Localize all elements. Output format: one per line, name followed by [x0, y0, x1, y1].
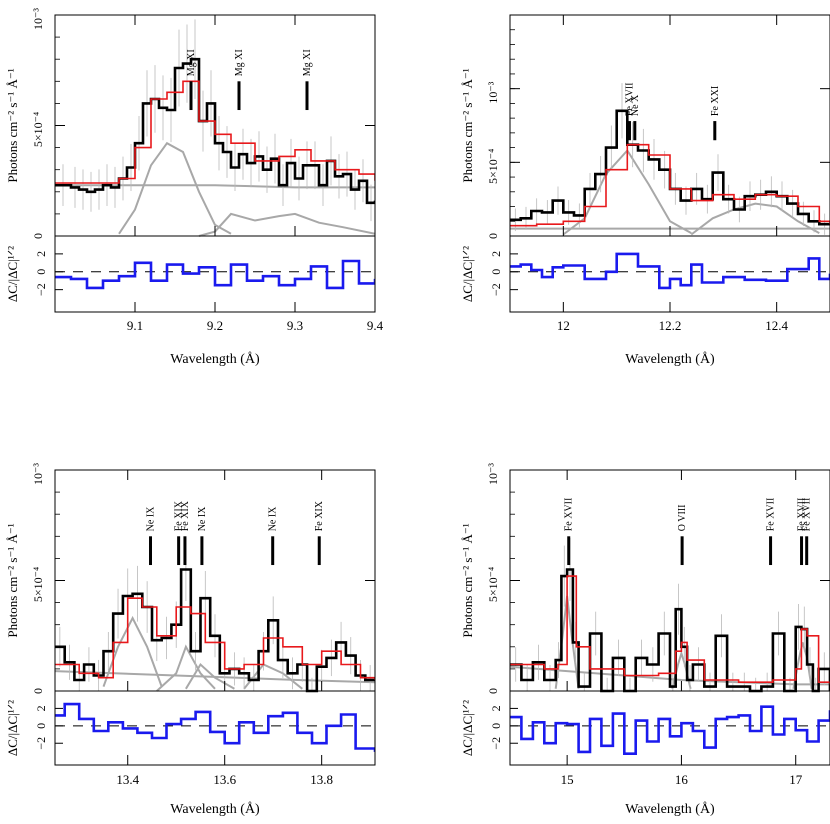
x-tick-label: 13.6	[213, 772, 236, 787]
panel-top-right: 0 5×10⁻⁴ 10⁻³ 2 0 −2 12 12.2 12.4 Wavelength (Å) P…	[460, 14, 830, 367]
data-histogram	[55, 568, 375, 693]
y-axis-title: Photons cm⁻² s⁻¹ Å⁻¹	[5, 68, 20, 182]
res-tick-label: −2	[34, 737, 48, 750]
res-tick-label: −2	[489, 283, 503, 296]
line-label: Ne IX	[146, 506, 157, 531]
y-tick-label: 0	[486, 233, 500, 239]
line-label: Mg XI	[234, 49, 245, 76]
res-tick-label: 2	[34, 705, 48, 711]
x-tick-label: 16	[675, 772, 689, 787]
y-tick-label: 10⁻³	[31, 8, 45, 30]
data-histogram	[55, 57, 375, 205]
model-component-4	[243, 663, 303, 690]
model-component-2	[198, 212, 375, 237]
line-label: Ne IX	[268, 506, 279, 531]
residual-axis-title: ΔC/|ΔC|¹ᐟ²	[5, 700, 20, 756]
x-tick-label: 12.4	[765, 318, 788, 333]
residual-frame	[509, 235, 830, 313]
y-tick-label: 5×10⁻⁴	[486, 567, 500, 602]
x-axis-title: Wavelength (Å)	[625, 801, 715, 817]
res-tick-label: 0	[489, 723, 503, 729]
panel-top-left: 0 5×10⁻⁴ 10⁻³ 2 0 −2 9.1 9.2 9.3 9.4 Wavelength (Å…	[5, 8, 384, 367]
y-axis-title: Photons cm⁻² s⁻¹ Å⁻¹	[460, 523, 475, 637]
line-label: Mg XI	[302, 49, 313, 76]
x-tick-label: 15	[561, 772, 574, 787]
residual-histogram	[55, 702, 375, 752]
line-label: O VIII	[677, 505, 688, 532]
res-tick-label: 2	[489, 251, 503, 257]
line-label: Fe XVII	[766, 498, 777, 532]
res-tick-label: −2	[489, 737, 503, 750]
plot-area	[55, 537, 375, 752]
line-label: Fe XVII	[564, 498, 575, 532]
res-tick-label: 0	[489, 269, 503, 275]
y-tick-label: 10⁻³	[486, 463, 500, 485]
x-tick-label: 17	[789, 772, 803, 787]
x-axis-title: Wavelength (Å)	[170, 801, 260, 817]
panel-bottom-left: 0 5×10⁻⁴ 10⁻³ 2 0 −2 13.4 13.6 13.8 Wavelength (Å…	[5, 463, 376, 817]
total-model-curve	[55, 597, 375, 680]
model-component-2	[690, 202, 820, 236]
x-tick-label: 12	[557, 318, 570, 333]
residual-axis-title: ΔC/|ΔC|¹ᐟ²	[5, 246, 20, 302]
model-component-1	[118, 141, 232, 235]
panel-bottom-right: 0 5×10⁻⁴ 10⁻³ 2 0 −2 15 16 17 Wavelength (Å) Photo…	[460, 463, 830, 817]
line-label: Mg XI	[186, 49, 197, 76]
residual-histogram	[510, 252, 830, 290]
line-label: Fe XVII	[797, 498, 808, 532]
x-tick-label: 9.3	[287, 318, 303, 333]
y-tick-label: 5×10⁻⁴	[31, 567, 45, 602]
total-model-curve	[55, 80, 375, 184]
model-component-0	[55, 670, 375, 684]
y-tick-label: 0	[486, 688, 500, 694]
residual-axis-title: ΔC/|ΔC|¹ᐟ²	[460, 700, 475, 756]
y-tick-label: 10⁻³	[486, 81, 500, 103]
y-tick-label: 5×10⁻⁴	[486, 149, 500, 184]
y-axis-title: Photons cm⁻² s⁻¹ Å⁻¹	[460, 68, 475, 182]
line-label: Fe XVII	[624, 82, 635, 116]
y-tick-label: 5×10⁻⁴	[31, 112, 45, 147]
y-axis-title: Photons cm⁻² s⁻¹ Å⁻¹	[5, 523, 20, 637]
line-label: Fe XIX	[180, 500, 191, 531]
model-component-2	[156, 644, 216, 692]
line-label: Fe XIX	[174, 500, 185, 531]
x-axis-title: Wavelength (Å)	[170, 351, 260, 367]
x-tick-label: 12.2	[659, 318, 682, 333]
line-label: Fe XXI	[710, 86, 721, 116]
x-axis-title: Wavelength (Å)	[625, 351, 715, 367]
residual-histogram	[510, 705, 830, 755]
total-model-curve	[510, 575, 830, 685]
total-model-curve	[510, 143, 830, 227]
line-label: Ne IX	[197, 506, 208, 531]
res-tick-label: 0	[34, 723, 48, 729]
x-tick-label: 13.8	[310, 772, 333, 787]
line-label: Fe XIX	[314, 500, 325, 531]
residual-histogram	[55, 259, 375, 290]
x-tick-label: 13.4	[116, 772, 139, 787]
line-label: Fe XVII	[802, 498, 813, 532]
plot-area	[510, 537, 830, 755]
plot-area	[55, 19, 375, 290]
residual-frame	[54, 690, 376, 766]
residual-axis-title: ΔC/|ΔC|¹ᐟ²	[460, 246, 475, 302]
x-tick-label: 9.1	[127, 318, 143, 333]
x-tick-label: 9.4	[367, 318, 384, 333]
res-tick-label: −2	[34, 283, 48, 296]
x-tick-label: 9.2	[207, 318, 223, 333]
y-tick-label: 0	[31, 688, 45, 694]
plot-area	[510, 83, 830, 290]
res-tick-label: 0	[34, 269, 48, 275]
line-label: Ne X	[630, 94, 641, 116]
residual-frame	[509, 690, 830, 766]
y-tick-label: 0	[31, 233, 45, 239]
y-tick-label: 10⁻³	[31, 463, 45, 485]
res-tick-label: 2	[34, 251, 48, 257]
res-tick-label: 2	[489, 705, 503, 711]
